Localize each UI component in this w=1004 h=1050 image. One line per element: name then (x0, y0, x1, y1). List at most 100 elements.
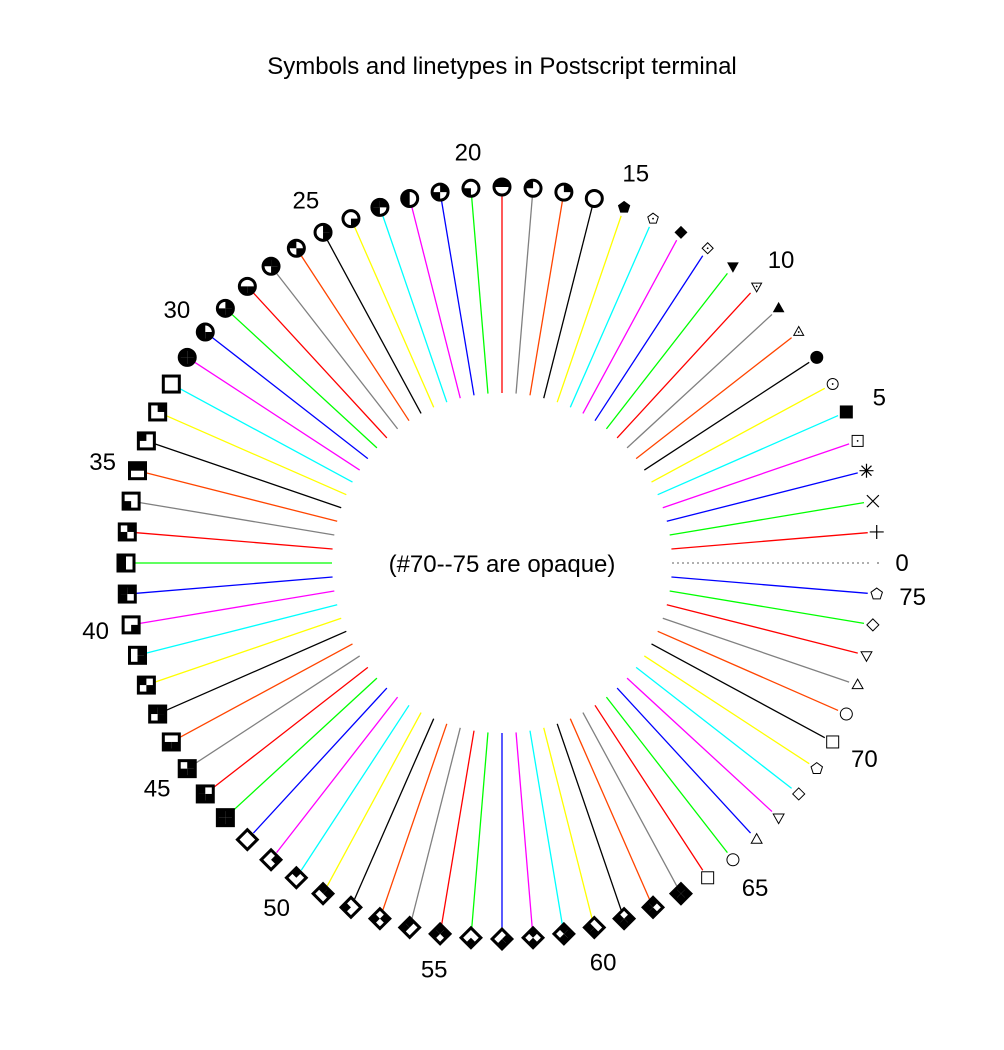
point-symbol-9 (772, 301, 785, 313)
point-symbol-58 (521, 925, 546, 950)
point-symbol-48 (235, 827, 260, 852)
point-symbol-34 (136, 431, 156, 451)
linetype-31-line (194, 361, 361, 471)
point-symbol-53 (367, 906, 392, 931)
linetype-53-line (382, 723, 448, 911)
linetype-27-line (276, 272, 399, 430)
point-symbol-0 (877, 562, 879, 564)
linetype-label-5: 5 (873, 385, 886, 412)
linetype-11-line (605, 272, 728, 430)
linetype-label-40: 40 (82, 618, 109, 645)
linetype-label-25: 25 (293, 188, 320, 215)
linetype-40-line (139, 590, 335, 625)
point-symbol-36 (121, 491, 141, 511)
linetype-47-line (231, 677, 378, 813)
point-symbol-54 (397, 915, 422, 940)
point-symbol-73 (860, 651, 873, 663)
point-symbol-67 (772, 813, 785, 825)
linetype-28-line (252, 292, 388, 439)
linetype-17-line (529, 200, 564, 396)
point-symbol-30 (195, 322, 215, 342)
point-symbol-71 (839, 707, 853, 721)
point-symbol-44 (161, 732, 181, 752)
point-symbol-52 (338, 895, 363, 920)
point-symbol-28 (237, 276, 257, 296)
point-symbol-64 (701, 871, 715, 885)
linetype-61-line (556, 723, 622, 911)
point-symbol-10 (750, 282, 763, 293)
linetype-16-line (543, 207, 593, 399)
linetype-10-line (616, 292, 752, 439)
linetype-23-line (382, 215, 448, 403)
linetype-15-line (556, 215, 622, 403)
point-symbol-50 (284, 865, 309, 890)
point-symbol-46 (195, 784, 215, 804)
linetype-25-line (326, 239, 422, 414)
linetype-7-line (643, 361, 810, 471)
point-symbol-1 (869, 524, 884, 539)
linetype-label-50: 50 (263, 895, 290, 922)
point-symbol-74 (866, 618, 880, 632)
linetype-label-20: 20 (455, 139, 482, 166)
linetype-26-line (300, 255, 410, 422)
linetype-36-line (139, 501, 335, 536)
linetype-30-line (211, 337, 369, 460)
linetype-65-line (605, 696, 728, 854)
point-symbol-45 (177, 759, 197, 779)
linetype-14-line (569, 226, 651, 408)
point-symbol-12 (701, 242, 714, 255)
point-symbol-56 (458, 925, 483, 950)
linetype-56-line (471, 732, 489, 929)
point-symbol-23 (370, 197, 390, 217)
linetype-73-line (666, 604, 858, 654)
point-symbol-21 (430, 182, 450, 202)
point-symbol-15 (617, 200, 631, 213)
linetype-35-line (146, 472, 338, 522)
linetype-75-line (671, 576, 868, 594)
linetype-label-45: 45 (144, 775, 171, 802)
linetype-39-line (136, 576, 333, 594)
point-symbol-13 (674, 225, 688, 239)
point-symbol-57 (489, 926, 515, 952)
linetype-45-line (194, 655, 361, 765)
linetype-label-30: 30 (164, 297, 191, 324)
linetype-20-line (471, 197, 489, 394)
linetype-70-line (651, 643, 826, 739)
point-symbol-63 (668, 881, 693, 906)
linetype-label-60: 60 (590, 949, 617, 976)
linetype-37-line (136, 532, 333, 550)
linetype-1-line (671, 532, 868, 550)
linetype-label-70: 70 (851, 746, 878, 773)
point-symbol-55 (428, 921, 453, 946)
point-symbol-20 (461, 178, 481, 198)
linetype-54-line (411, 727, 461, 919)
point-symbol-68 (792, 787, 806, 801)
point-symbol-17 (554, 182, 574, 202)
point-symbol-32 (161, 374, 181, 394)
linetype-label-55: 55 (421, 956, 448, 983)
chart-title: Symbols and linetypes in Postscript term… (267, 53, 737, 80)
point-symbol-49 (259, 847, 284, 872)
linetype-48-line (252, 687, 388, 834)
point-symbol-2 (866, 494, 880, 508)
linetype-18-line (515, 197, 533, 394)
point-symbol-61 (612, 906, 637, 931)
point-symbol-16 (584, 189, 604, 209)
linetype-21-line (440, 200, 475, 396)
point-symbol-40 (121, 615, 141, 635)
linetype-label-65: 65 (742, 875, 769, 902)
linetype-29-line (231, 313, 378, 449)
linetype-62-line (569, 718, 651, 900)
point-symbol-4 (851, 434, 864, 447)
linetype-label-75: 75 (899, 584, 926, 611)
point-symbol-66 (750, 832, 763, 844)
linetype-6-line (651, 387, 826, 483)
point-symbol-24 (341, 209, 361, 229)
linetype-label-0: 0 (895, 550, 908, 577)
linetype-69-line (643, 655, 810, 765)
point-symbol-39 (117, 584, 137, 604)
linetype-46-line (211, 666, 369, 789)
linetype-72-line (662, 617, 850, 683)
